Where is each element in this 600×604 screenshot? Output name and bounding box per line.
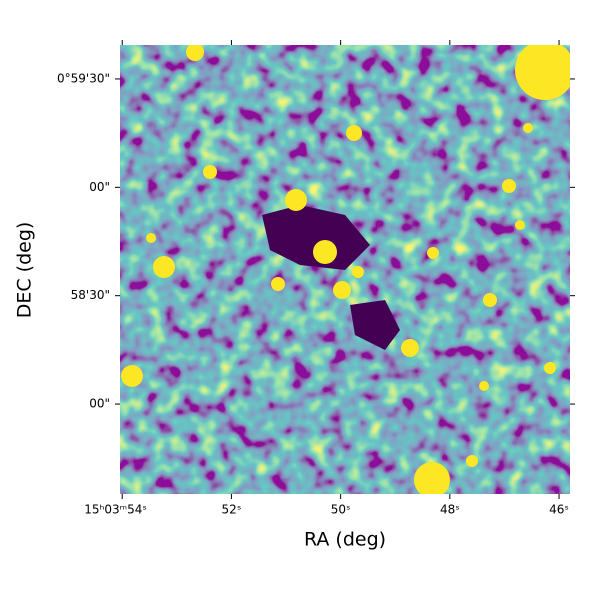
x-tick-label: 52ˢ <box>222 503 242 517</box>
y-tick-label: 0°59'30" <box>57 71 110 85</box>
y-tick-label: 00" <box>89 397 110 411</box>
stars <box>121 45 570 494</box>
x-axis-label: RA (deg) <box>304 529 386 551</box>
y-tick-label: 00" <box>89 180 110 194</box>
y-tick-label: 58'30" <box>71 288 110 302</box>
x-tick-label: 46ˢ <box>549 503 569 517</box>
x-tick-label: 15ʰ03ᵐ54ˢ <box>84 503 147 517</box>
x-tick-label: 48ˢ <box>440 503 460 517</box>
y-axis-label: DEC (deg) <box>14 222 36 319</box>
x-tick-label: 50ˢ <box>331 503 351 517</box>
dark-region <box>262 205 370 270</box>
dark-region <box>350 300 400 350</box>
image <box>120 45 570 494</box>
